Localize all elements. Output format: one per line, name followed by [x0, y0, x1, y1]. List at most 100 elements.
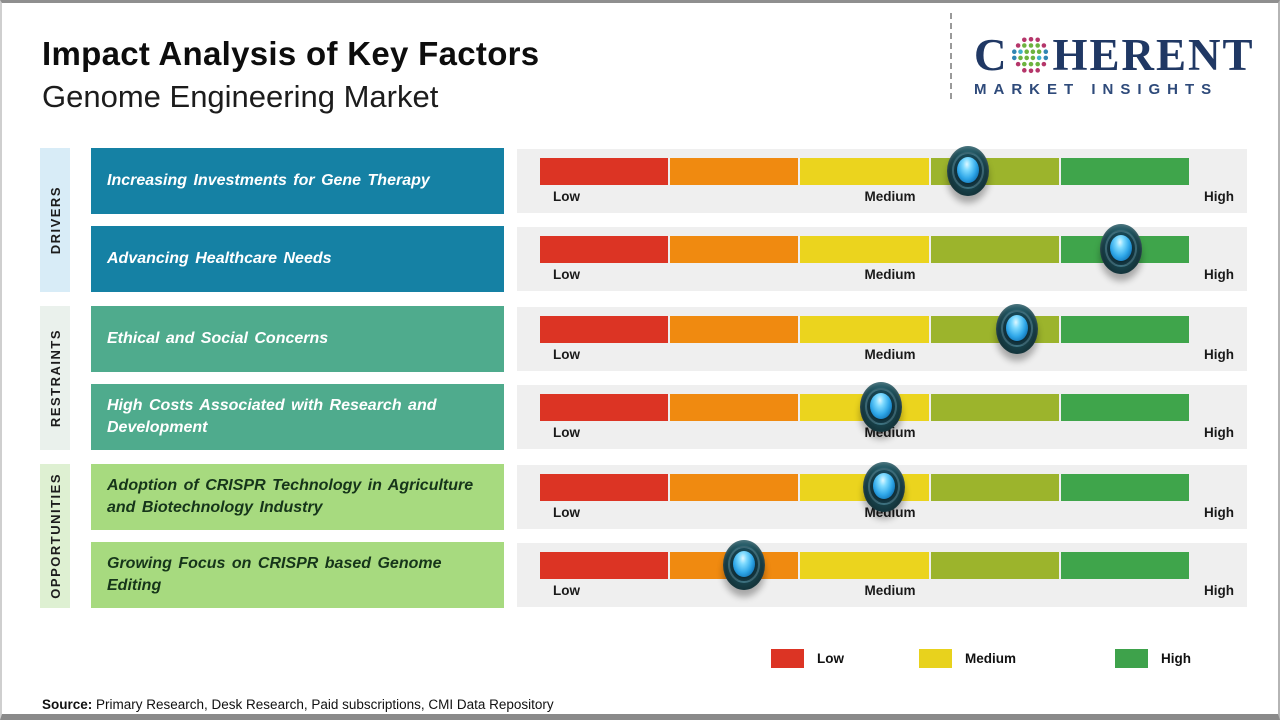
- gauge-segment-5: [1060, 394, 1190, 421]
- brand-logo: C HERENT MARKET INSIGHTS: [974, 33, 1270, 99]
- brand-wordmark: C HERENT: [974, 33, 1270, 78]
- section-label-opportunities: OPPORTUNITIES: [47, 473, 63, 599]
- legend-swatch-high: [1115, 649, 1148, 668]
- gauge-segment-2: [670, 158, 799, 185]
- marker-core: [733, 551, 756, 577]
- gauge-segment-4: [930, 394, 1059, 421]
- globe-dots-icon: [1011, 36, 1048, 73]
- marker-core: [869, 393, 892, 419]
- factor-label: Growing Focus on CRISPR based Genome Edi…: [107, 555, 442, 594]
- scale-label-low: Low: [553, 505, 580, 520]
- gauge-segment-1: [540, 394, 669, 421]
- gauge-segment-2: [670, 236, 799, 263]
- source-text: Primary Research, Desk Research, Paid su…: [92, 697, 554, 712]
- gauge-segment-3: [800, 552, 929, 579]
- factor-box-2: Advancing Healthcare Needs: [91, 226, 504, 292]
- scale-label-low: Low: [553, 425, 580, 440]
- factor-label: Adoption of CRISPR Technology in Agricul…: [107, 477, 474, 516]
- gauge-row-2: Low Medium High: [517, 224, 1247, 291]
- marker-core: [957, 157, 980, 183]
- section-strip-opportunities: OPPORTUNITIES: [40, 464, 70, 608]
- scale-label-high: High: [1204, 583, 1234, 598]
- factor-box-4: High Costs Associated with Research and …: [91, 384, 504, 450]
- gauge-segment-3: [800, 158, 929, 185]
- brand-letters-rest: HERENT: [1052, 30, 1255, 80]
- gauge-row-6: Low Medium High: [517, 540, 1247, 607]
- scale-label-medium: Medium: [864, 347, 916, 362]
- legend-item-medium: Medium: [919, 649, 1016, 668]
- page-subtitle: Genome Engineering Market: [42, 79, 439, 114]
- factor-label: Ethical and Social Concerns: [107, 330, 329, 348]
- factor-box-3: Ethical and Social Concerns: [91, 306, 504, 372]
- gauge-bar: [540, 552, 1190, 579]
- impact-marker: [723, 540, 766, 590]
- section-strip-restraints: RESTRAINTS: [40, 306, 70, 450]
- scale-label-low: Low: [553, 189, 580, 204]
- gauge-segment-1: [540, 316, 669, 343]
- source-line: Source: Primary Research, Desk Research,…: [42, 697, 554, 712]
- factor-box-5: Adoption of CRISPR Technology in Agricul…: [91, 464, 504, 530]
- gauge-bar: [540, 316, 1190, 343]
- page-title: Impact Analysis of Key Factors: [42, 35, 540, 72]
- scale-label-high: High: [1204, 189, 1234, 204]
- legend-label-low: Low: [817, 651, 844, 666]
- gauge-segment-4: [930, 474, 1059, 501]
- legend-swatch-medium: [919, 649, 952, 668]
- scale-label-high: High: [1204, 267, 1234, 282]
- factor-label: Increasing Investments for Gene Therapy: [107, 172, 430, 190]
- scale-label-medium: Medium: [864, 189, 916, 204]
- scale-label-low: Low: [553, 347, 580, 362]
- gauge-bar: [540, 236, 1190, 263]
- scale-label-low: Low: [553, 267, 580, 282]
- marker-core: [872, 473, 895, 499]
- impact-marker: [862, 462, 905, 512]
- marker-core: [1109, 235, 1132, 261]
- gauge-segment-3: [800, 316, 929, 343]
- section-label-restraints: RESTRAINTS: [47, 328, 63, 428]
- gauge-bar: [540, 394, 1190, 421]
- gauge-segment-5: [1060, 158, 1190, 185]
- gauge-segment-3: [800, 236, 929, 263]
- gauge-segment-2: [670, 316, 799, 343]
- scale-label-high: High: [1204, 347, 1234, 362]
- gauge-segment-4: [930, 236, 1059, 263]
- factor-label: Advancing Healthcare Needs: [107, 250, 332, 268]
- impact-marker: [1099, 224, 1142, 274]
- section-strip-drivers: DRIVERS: [40, 148, 70, 292]
- scale-label-high: High: [1204, 425, 1234, 440]
- impact-marker: [996, 304, 1038, 354]
- gauge-segment-2: [670, 394, 799, 421]
- gauge-bar: [540, 158, 1190, 185]
- factor-label: High Costs Associated with Research and …: [107, 397, 437, 436]
- gauge-segment-2: [670, 474, 799, 501]
- brand-letter-c: C: [974, 30, 1009, 80]
- gauge-segment-1: [540, 552, 669, 579]
- scale-label-low: Low: [553, 583, 580, 598]
- gauge-segment-5: [1060, 552, 1190, 579]
- gauge-segment-1: [540, 158, 669, 185]
- gauge-segment-1: [540, 236, 669, 263]
- gauge-segment-4: [930, 552, 1059, 579]
- legend-swatch-low: [771, 649, 804, 668]
- gauge-segment-1: [540, 474, 669, 501]
- header: Impact Analysis of Key Factors Genome En…: [42, 35, 539, 115]
- gauge-row-1: Low Medium High: [517, 146, 1247, 213]
- factor-box-1: Increasing Investments for Gene Therapy: [91, 148, 504, 214]
- legend-label-medium: Medium: [965, 651, 1017, 666]
- scale-label-medium: Medium: [864, 583, 916, 598]
- gauge-segment-5: [1060, 474, 1190, 501]
- impact-marker: [947, 146, 990, 196]
- brand-tagline: MARKET INSIGHTS: [974, 81, 1219, 98]
- source-prefix: Source:: [42, 697, 93, 712]
- gauge-row-5: Low Medium High: [517, 462, 1247, 529]
- gauge-segment-5: [1060, 316, 1190, 343]
- scale-label-high: High: [1204, 505, 1234, 520]
- legend-label-high: High: [1161, 651, 1191, 666]
- scale-label-medium: Medium: [864, 267, 916, 282]
- marker-core: [1006, 315, 1028, 341]
- factor-box-6: Growing Focus on CRISPR based Genome Edi…: [91, 542, 504, 608]
- legend-item-high: High: [1115, 649, 1191, 668]
- logo-divider: [950, 13, 952, 99]
- gauge-segment-4: [930, 316, 1059, 343]
